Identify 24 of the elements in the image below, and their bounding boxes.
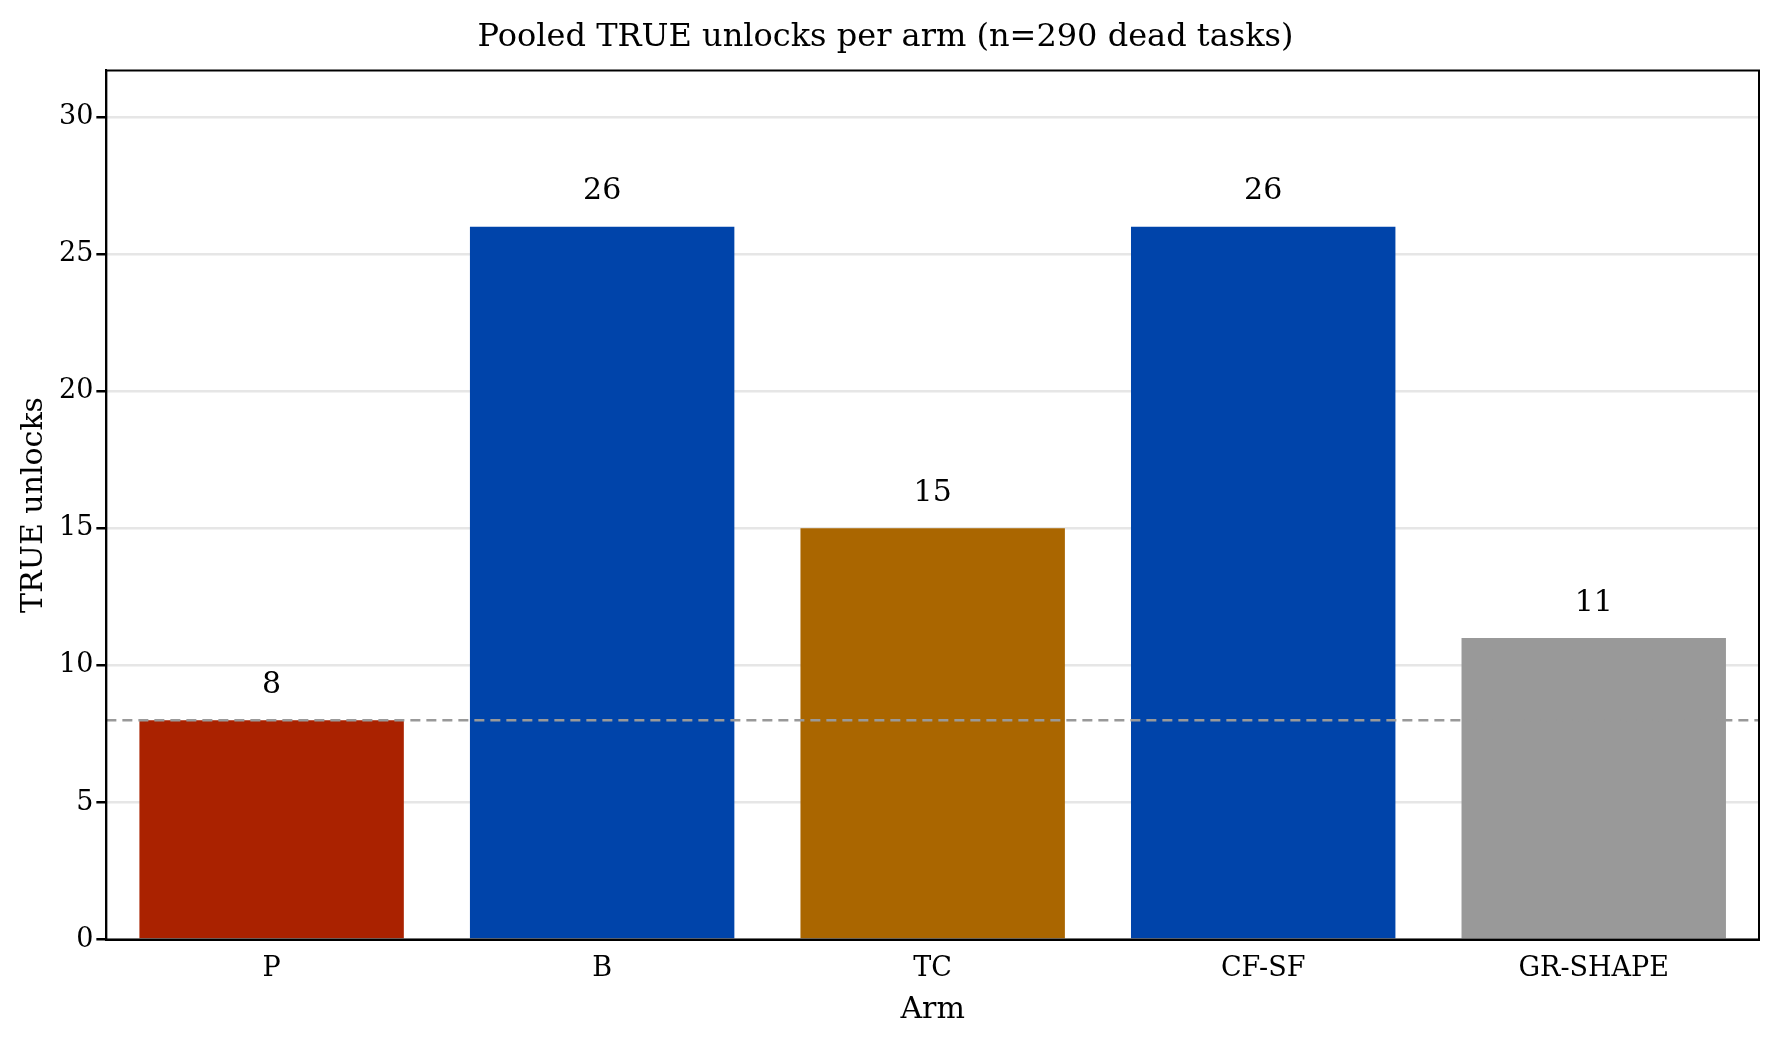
y-tick-label: 15 [59,510,94,542]
x-tick-label: CF-SF [1220,950,1306,982]
y-tick-label: 30 [59,99,94,131]
bar [469,226,735,939]
x-tick-label: GR-SHAPE [1518,950,1669,982]
bar [800,528,1065,939]
bar [139,720,404,939]
bar [1130,226,1396,939]
y-tick-label: 5 [76,784,94,816]
y-tick-label: 0 [76,921,94,953]
y-tick-label: 25 [59,236,94,268]
x-tick-label: P [262,950,281,982]
y-axis-title: TRUE unlocks [13,397,49,613]
data-label: 26 [583,171,622,207]
y-tick-label: 10 [59,647,94,679]
data-label: 11 [1574,582,1613,618]
x-tick-label: TC [913,950,953,982]
x-tick-label: B [592,950,613,982]
data-label: 15 [913,473,952,509]
data-label: 8 [262,665,282,701]
chart-title: Pooled TRUE unlocks per arm (n=290 dead tasks) [477,15,1294,54]
x-axis-title: Arm [899,989,965,1025]
data-label: 26 [1244,171,1283,207]
y-tick-label: 20 [59,373,94,405]
